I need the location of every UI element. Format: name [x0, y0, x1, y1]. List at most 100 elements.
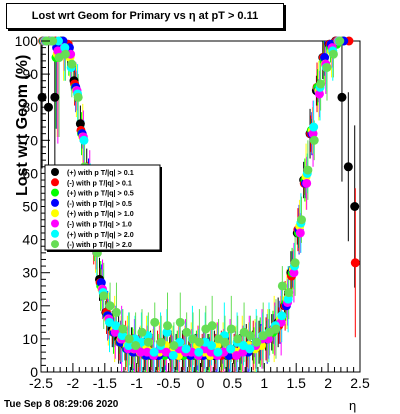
y-tick-label: 60 [22, 165, 38, 181]
x-axis-label: η [349, 398, 357, 413]
data-point [213, 347, 223, 357]
data-point [302, 178, 312, 188]
data-point [143, 337, 153, 347]
data-point [277, 311, 287, 321]
data-point [124, 334, 134, 344]
legend-entry: (-) with p T/|q| > 2.0 [67, 240, 132, 249]
legend-box [44, 164, 161, 251]
legend-marker [51, 219, 59, 228]
data-point [163, 321, 173, 331]
data-point [207, 321, 217, 331]
data-point [303, 165, 313, 175]
data-point [350, 202, 360, 211]
legend-marker [51, 188, 59, 197]
y-tick-label: 30 [22, 265, 38, 281]
legend-entry: (+) with p T/|q| > 1.0 [67, 209, 134, 218]
data-point [73, 92, 83, 102]
y-tick-label: 50 [22, 199, 38, 215]
legend-marker [51, 198, 59, 207]
y-tick-label: 100 [15, 33, 39, 49]
data-point [169, 341, 179, 351]
data-point [252, 337, 262, 347]
data-point [99, 291, 109, 301]
data-point [136, 347, 146, 357]
data-point [295, 228, 305, 238]
y-tick-label: 80 [22, 99, 38, 115]
x-tick-label: 1.5 [286, 375, 306, 391]
legend-marker [51, 209, 59, 218]
legend-marker [51, 168, 59, 176]
data-point [245, 344, 255, 354]
data-point [50, 92, 60, 102]
axes: 0 10 20 30 40 50 60 70 80 90 100 -2.5 -2 -1.5 -1 -0.5 0 0… [15, 33, 370, 391]
y-tick-label: 20 [22, 298, 38, 314]
x-tick-label: 0.5 [223, 375, 243, 391]
data-point [296, 215, 306, 225]
data-point [335, 36, 345, 46]
x-tick-label: -2.5 [29, 375, 53, 391]
data-markers [37, 36, 360, 360]
legend-entry: (-) with p T/|q| > 0.1 [67, 178, 132, 187]
data-point [233, 334, 243, 344]
data-point [290, 258, 300, 268]
legend-marker [51, 229, 59, 238]
y-tick-label: 10 [22, 331, 38, 347]
data-point [343, 162, 353, 172]
data-point [110, 327, 120, 337]
data-point [60, 43, 70, 53]
data-point [182, 327, 192, 337]
legend: (+) with p T/|q| > 0.1(-) with p T/|q| >… [44, 164, 162, 252]
data-point [220, 337, 230, 347]
data-point [79, 135, 89, 145]
data-point [226, 344, 236, 354]
legend-entry: (-) with p T/|q| > 0.5 [67, 199, 132, 208]
x-tick-label: 0 [197, 375, 205, 391]
data-point [124, 341, 134, 351]
data-point [48, 36, 58, 46]
data-point [277, 281, 287, 291]
data-point [316, 79, 326, 89]
data-point [131, 341, 141, 351]
x-tick-label: 2.5 [350, 375, 370, 391]
data-point [149, 347, 159, 357]
legend-shadow [47, 250, 162, 252]
data-point [162, 327, 172, 337]
legend-marker [51, 178, 59, 187]
x-tick-label: -0.5 [157, 375, 181, 391]
data-point [117, 331, 127, 341]
data-point [226, 324, 236, 334]
legend-marker [51, 240, 59, 249]
x-tick-label: -2 [67, 375, 80, 391]
legend-entry: (+) with p T/|q| > 0.1 [67, 168, 134, 177]
y-axis-label: Lost wrt Geom (%) [14, 54, 31, 196]
data-point [111, 321, 121, 331]
y-tick-label: 0 [30, 364, 38, 380]
data-point [60, 49, 70, 59]
data-point [322, 62, 332, 72]
data-point [207, 341, 217, 351]
data-point [150, 317, 160, 327]
data-point [181, 344, 191, 354]
data-point [105, 301, 115, 311]
data-point [111, 307, 121, 317]
data-point [350, 258, 360, 268]
data-point [328, 49, 338, 59]
data-point [271, 324, 281, 334]
x-tick-label: 1 [260, 375, 268, 391]
data-point [175, 317, 185, 327]
data-point [314, 89, 324, 99]
data-point [283, 294, 293, 304]
legend-entry: (+) with p T/|q| > 0.5 [67, 189, 134, 198]
data-point [309, 135, 319, 145]
data-point [67, 59, 77, 69]
chart-title: Lost wrt Geom for Primary vs η at pT > 0… [6, 3, 284, 29]
x-tick-label: 2 [324, 375, 332, 391]
y-tick-label: 90 [22, 66, 38, 82]
legend-shadow [160, 167, 162, 252]
data-point [194, 347, 204, 357]
timestamp: Tue Sep 8 08:29:06 2020 [4, 399, 119, 410]
data-point [284, 288, 294, 298]
data-point [37, 92, 47, 102]
x-tick-label: -1 [130, 375, 143, 391]
